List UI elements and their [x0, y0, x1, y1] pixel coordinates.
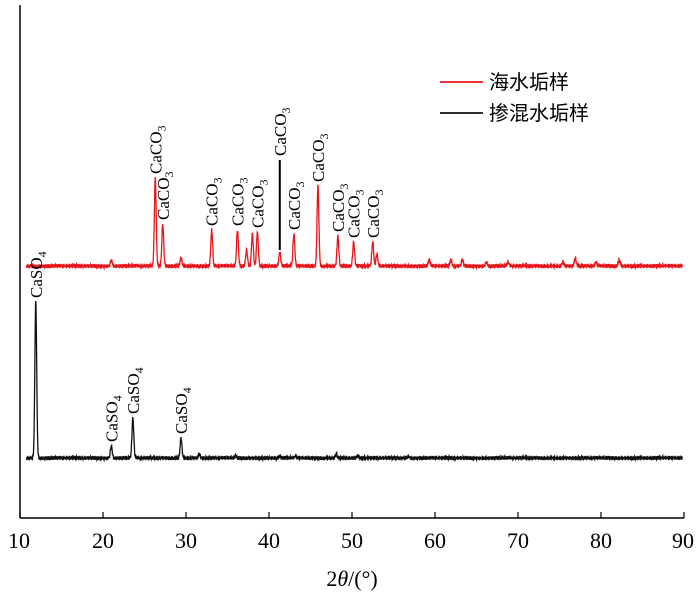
legend: 海水垢样 掺混水垢样 — [440, 70, 589, 125]
peak-label: CaCO3 — [285, 182, 307, 231]
x-axis-title: 2θ/(°) — [326, 566, 377, 591]
peak-label: CaCO3 — [203, 178, 225, 227]
x-tick-label: 70 — [507, 528, 529, 553]
x-tick-label: 10 — [8, 528, 30, 553]
peak-label: CaCO3 — [146, 126, 168, 175]
x-tick-label: 50 — [341, 528, 363, 553]
peak-label: CaCO3 — [329, 184, 351, 233]
x-ticks: 10 20 30 40 50 60 70 80 90 — [8, 512, 694, 553]
peak-label: CaSO4 — [102, 395, 124, 442]
peak-label: CaCO3 — [154, 172, 176, 221]
series-line-1 — [25, 300, 683, 463]
peak-label: CaCO3 — [271, 108, 293, 157]
peak-label: CaSO4 — [172, 387, 194, 434]
peak-labels: CaCO3CaCO3CaCO3CaCO3CaCO3CaCO3CaCO3CaCO3… — [27, 108, 386, 443]
peak-label: CaSO4 — [124, 367, 146, 414]
peak-label: CaCO3 — [364, 190, 386, 239]
peak-label: CaCO3 — [248, 180, 270, 229]
x-tick-label: 40 — [258, 528, 280, 553]
peak-label: CaSO4 — [27, 251, 49, 298]
x-tick-label: 30 — [175, 528, 197, 553]
legend-label-seawater: 海水垢样 — [489, 70, 569, 94]
series-line-0 — [25, 177, 683, 271]
x-tick-label: 20 — [92, 528, 114, 553]
legend-label-mixed: 掺混水垢样 — [489, 101, 589, 125]
peak-label: CaCO3 — [229, 178, 251, 227]
peak-label: CaCO3 — [345, 190, 367, 239]
x-tick-label: 80 — [590, 528, 612, 553]
plot-traces — [25, 177, 683, 463]
x-tick-label: 60 — [424, 528, 446, 553]
x-tick-label: 90 — [672, 528, 694, 553]
peak-label: CaCO3 — [309, 134, 331, 183]
